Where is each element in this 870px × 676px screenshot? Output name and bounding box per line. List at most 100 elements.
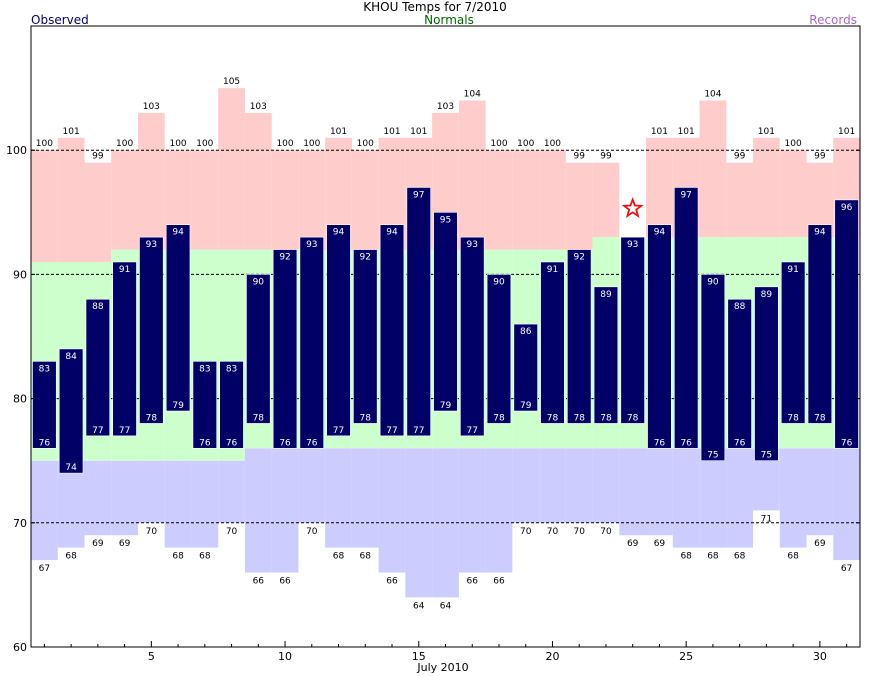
record-high-label: 101 [651,127,668,137]
observed-bar [246,274,271,424]
y-tick-label: 100 [6,144,27,157]
observed-bar [85,298,111,437]
observed-bar [460,236,485,437]
record-low-label: 68 [65,552,77,562]
record-low-label: 66 [279,576,291,586]
record-low-label: 66 [253,576,265,586]
observed-high-label: 91 [547,265,558,275]
record-low-band [244,448,272,573]
record-high-band [111,150,138,250]
observed-bars [32,187,859,474]
x-tick-label: 20 [545,650,559,663]
record-low-bands [31,448,860,598]
markers [621,197,644,218]
observed-bar [807,224,833,424]
y-tick-label: 60 [13,641,27,654]
record-high-band [458,100,486,250]
record-low-label: 66 [467,576,479,586]
observed-high-label: 93 [467,240,478,250]
record-high-label: 99 [573,152,585,162]
observed-low-label: 78 [600,413,612,423]
observed-high-label: 93 [627,240,638,250]
observed-high-label: 93 [306,240,317,250]
record-high-label: 99 [814,152,826,162]
record-low-band [325,448,352,548]
record-low-band [191,460,219,548]
observed-high-label: 91 [119,265,130,275]
record-low-band [485,448,513,573]
observed-bar [299,236,324,449]
record-high-bands [31,88,860,262]
record-low-label: 68 [360,552,372,562]
chart-title: KHOU Temps for 7/2010 [363,0,507,14]
record-high-band [218,88,245,250]
observed-bar [754,286,779,462]
observed-high-label: 96 [841,203,853,213]
record-low-label: 70 [520,527,532,537]
observed-bar [727,298,752,449]
record-high-label: 101 [410,127,427,137]
record-high-band [779,150,807,238]
record-high-band [726,162,754,238]
value-labels: 83 76 100 67 84 74 101 68 88 77 99 69 91 77 100 69 93 78 1… [36,77,855,611]
record-low-band [298,448,326,523]
record-high-label: 103 [143,102,160,112]
observed-bar [593,286,619,424]
observed-high-label: 90 [253,277,265,287]
observed-bar [326,224,351,437]
record-star-icon [621,197,644,218]
observed-bar [540,261,565,424]
observed-low-label: 76 [226,438,238,448]
record-low-band [57,460,85,548]
observed-low-label: 78 [493,413,505,423]
observed-bar [620,236,645,424]
observed-high-label: 84 [65,352,77,362]
record-low-label: 70 [146,527,158,537]
record-high-band [191,150,219,250]
observed-low-label: 78 [814,413,826,423]
observed-low-label: 76 [279,438,291,448]
observed-low-label: 77 [119,426,130,436]
observed-bar [192,361,217,449]
record-high-band [592,162,620,238]
legend-normals: Normals [424,13,474,27]
record-low-band [164,460,192,548]
observed-bar [32,361,57,449]
legend-records: Records [809,13,857,27]
observed-low-label: 74 [65,463,77,473]
observed-high-label: 94 [814,228,826,238]
record-high-band [485,150,513,250]
observed-bar [112,261,137,437]
x-tick-label: 5 [148,650,155,663]
record-high-band [244,112,272,250]
record-low-band [672,448,700,548]
record-low-band [833,448,860,561]
observed-high-label: 83 [226,364,237,374]
observed-high-label: 92 [573,253,584,263]
record-low-band [592,448,620,523]
record-low-band [137,460,165,523]
record-low-label: 64 [440,601,452,611]
observed-high-label: 91 [787,265,798,275]
record-high-band [512,150,540,250]
observed-high-label: 90 [493,277,505,287]
record-high-band [271,150,299,250]
y-tick-label: 90 [13,268,27,281]
observed-bar [139,236,164,424]
observed-low-label: 78 [787,413,799,423]
record-low-label: 67 [841,564,852,574]
record-high-band [57,137,85,262]
record-high-label: 99 [600,152,612,162]
observed-high-label: 88 [734,302,746,312]
record-low-band [726,448,754,548]
record-low-band [351,448,379,548]
observed-low-label: 76 [841,438,853,448]
record-high-label: 101 [678,127,695,137]
record-low-band [512,448,540,523]
record-low-label: 71 [761,514,772,524]
record-low-label: 70 [547,527,559,537]
record-low-label: 69 [627,539,639,549]
observed-bar [165,224,191,412]
observed-high-label: 92 [360,253,371,263]
observed-high-label: 94 [333,228,345,238]
